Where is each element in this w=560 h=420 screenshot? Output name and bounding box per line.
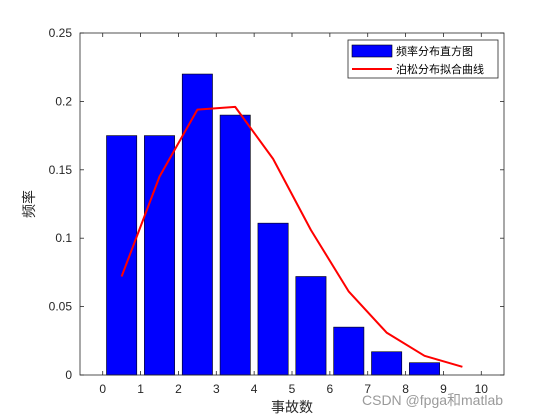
- bar: [106, 135, 138, 376]
- bar: [409, 362, 440, 376]
- bar: [333, 326, 365, 376]
- legend-line-label: 泊松分布拟合曲线: [396, 62, 484, 76]
- x-axis: 0 1 2 3 4 5 6 7 8 9 10: [99, 33, 488, 396]
- bars-group: [106, 73, 440, 376]
- x-tick-label: 10: [475, 382, 489, 396]
- y-tick-label: 0.15: [49, 163, 73, 177]
- fit-line-group: [120, 105, 463, 368]
- x-tick-label: 3: [213, 382, 220, 396]
- y-axis-label: 频率: [21, 190, 38, 218]
- plot-area-frame: [79, 32, 505, 376]
- x-tick-label: 9: [440, 382, 447, 396]
- bar: [181, 73, 213, 376]
- watermark: CSDN @fpga和matlab: [362, 392, 503, 408]
- x-tick-label: 5: [289, 382, 296, 396]
- y-tick-label: 0: [65, 368, 72, 382]
- fit-line: [120, 105, 463, 368]
- legend-bar-swatch: [351, 44, 393, 58]
- bar: [295, 276, 327, 376]
- x-axis-label: 事故数: [271, 400, 313, 416]
- x-tick-label: 0: [99, 382, 106, 396]
- legend: 频率分布直方图 泊松分布拟合曲线: [347, 39, 499, 79]
- legend-bar-label: 频率分布直方图: [396, 44, 473, 58]
- x-tick-label: 8: [402, 382, 409, 396]
- bar: [257, 222, 289, 376]
- bar: [144, 135, 175, 376]
- y-tick-label: 0.25: [49, 26, 73, 40]
- x-tick-label: 4: [251, 382, 258, 396]
- y-axis: 0 0.05 0.1 0.15 0.2 0.25: [49, 26, 504, 382]
- y-tick-label: 0.1: [55, 231, 72, 245]
- x-tick-label: 7: [364, 382, 371, 396]
- x-tick-label: 6: [327, 382, 334, 396]
- y-tick-label: 0.05: [49, 300, 73, 314]
- x-tick-label: 2: [175, 382, 182, 396]
- bar: [219, 114, 251, 376]
- x-tick-label: 1: [137, 382, 144, 396]
- bar: [371, 351, 403, 376]
- y-tick-label: 0.2: [55, 94, 72, 108]
